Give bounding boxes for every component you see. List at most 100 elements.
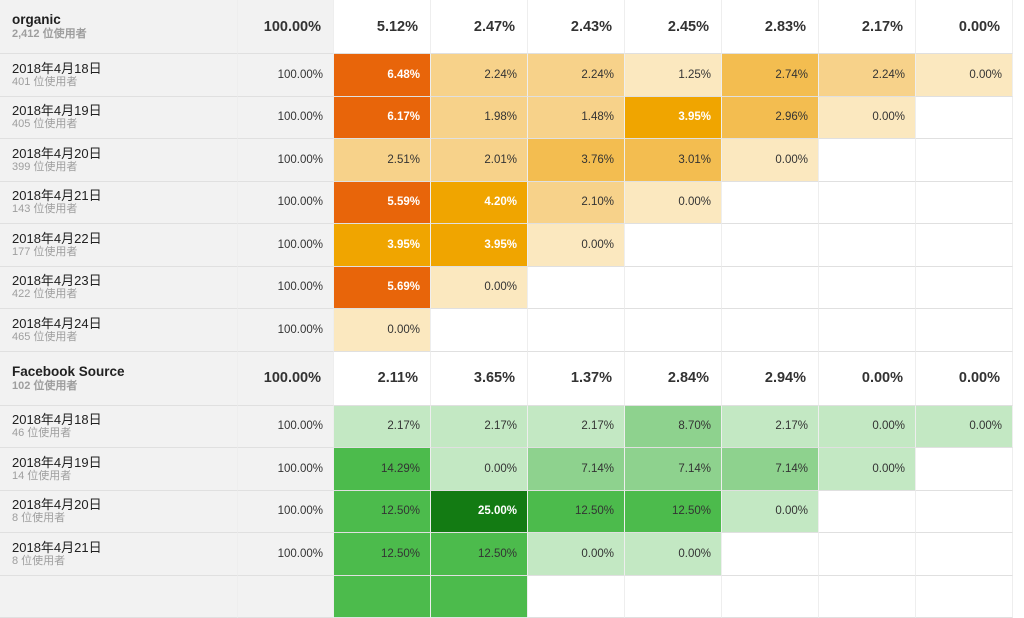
retention-cell: 2.17% [431,406,528,449]
segment-summary-cell: 0.00% [819,352,916,406]
cohort-users: 46 位使用者 [12,427,71,440]
segment-summary-cell: 2.43% [528,0,625,54]
retention-cell [819,139,916,182]
retention-cell [625,309,722,352]
retention-cell [819,267,916,310]
retention-cell: 0.00% [916,54,1013,97]
retention-cell: 0.00% [625,182,722,225]
segment-summary-cell: 100.00% [238,352,334,406]
segment-summary-cell: 3.65% [431,352,528,406]
retention-cell [528,267,625,310]
cohort-date: 2018年4月20日 [12,497,102,512]
cohort-row-label [0,576,238,618]
retention-cell: 2.24% [528,54,625,97]
retention-cell: 12.50% [334,533,431,576]
retention-cell: 2.17% [528,406,625,449]
segment-summary-cell: 5.12% [334,0,431,54]
retention-cell: 14.29% [334,448,431,491]
retention-cell: 0.00% [528,533,625,576]
segment-summary-cell: 0.00% [916,352,1013,406]
retention-cell: 8.70% [625,406,722,449]
cohort-date: 2018年4月18日 [12,61,102,76]
retention-cell [819,576,916,618]
retention-cell: 12.50% [528,491,625,534]
retention-cell: 1.98% [431,97,528,140]
retention-cell [722,309,819,352]
cohort-users: 465 位使用者 [12,331,77,344]
retention-cell [819,491,916,534]
retention-cell: 2.51% [334,139,431,182]
retention-cell: 3.95% [431,224,528,267]
retention-cell [819,309,916,352]
cohort-users: 8 位使用者 [12,555,65,568]
segment-summary-cell: 0.00% [916,0,1013,54]
retention-cell: 1.25% [625,54,722,97]
retention-cell [916,224,1013,267]
retention-cell [819,182,916,225]
cohort-date: 2018年4月19日 [12,103,102,118]
retention-cell: 0.00% [722,491,819,534]
retention-cell: 2.17% [334,406,431,449]
retention-cell: 1.48% [528,97,625,140]
retention-cell [916,139,1013,182]
retention-cell: 0.00% [431,448,528,491]
retention-cell: 0.00% [722,139,819,182]
retention-cell: 2.74% [722,54,819,97]
retention-cell: 4.20% [431,182,528,225]
cohort-date: 2018年4月18日 [12,412,102,427]
retention-cell [431,576,528,618]
retention-cell: 2.01% [431,139,528,182]
retention-cell [819,533,916,576]
segment-users: 2,412 位使用者 [12,28,87,41]
retention-cell: 7.14% [625,448,722,491]
segment-users: 102 位使用者 [12,380,77,393]
segment-summary-cell: 2.83% [722,0,819,54]
retention-cell [916,97,1013,140]
retention-cell [916,533,1013,576]
retention-cell: 0.00% [625,533,722,576]
retention-cell [722,224,819,267]
retention-cell: 6.48% [334,54,431,97]
cohort-date: 2018年4月20日 [12,146,102,161]
retention-cell [625,224,722,267]
cohort-date: 2018年4月21日 [12,540,102,555]
retention-cell: 7.14% [528,448,625,491]
cohort-day0-cell: 100.00% [238,267,334,310]
cohort-day0-cell: 100.00% [238,448,334,491]
retention-cell: 0.00% [528,224,625,267]
retention-cell: 12.50% [625,491,722,534]
cohort-users: 422 位使用者 [12,288,77,301]
segment-summary-cell: 2.84% [625,352,722,406]
cohort-users: 14 位使用者 [12,470,71,483]
retention-cell [722,533,819,576]
retention-cell [431,309,528,352]
retention-cell [722,182,819,225]
retention-cell: 0.00% [819,97,916,140]
cohort-date: 2018年4月24日 [12,316,102,331]
segment-summary-cell: 2.94% [722,352,819,406]
cohort-day0-cell: 100.00% [238,406,334,449]
retention-cell [916,309,1013,352]
retention-cell: 3.76% [528,139,625,182]
retention-cell [916,448,1013,491]
retention-cell [528,576,625,618]
cohort-day0-cell: 100.00% [238,309,334,352]
retention-cell [334,576,431,618]
cohort-day0-cell: 100.00% [238,139,334,182]
retention-cell: 3.01% [625,139,722,182]
segment-name: Facebook Source [12,364,125,380]
segment-summary-cell: 2.45% [625,0,722,54]
retention-cell: 5.69% [334,267,431,310]
cohort-day0-cell: 100.00% [238,533,334,576]
cohort-users: 405 位使用者 [12,118,77,131]
cohort-day0-cell: 100.00% [238,182,334,225]
